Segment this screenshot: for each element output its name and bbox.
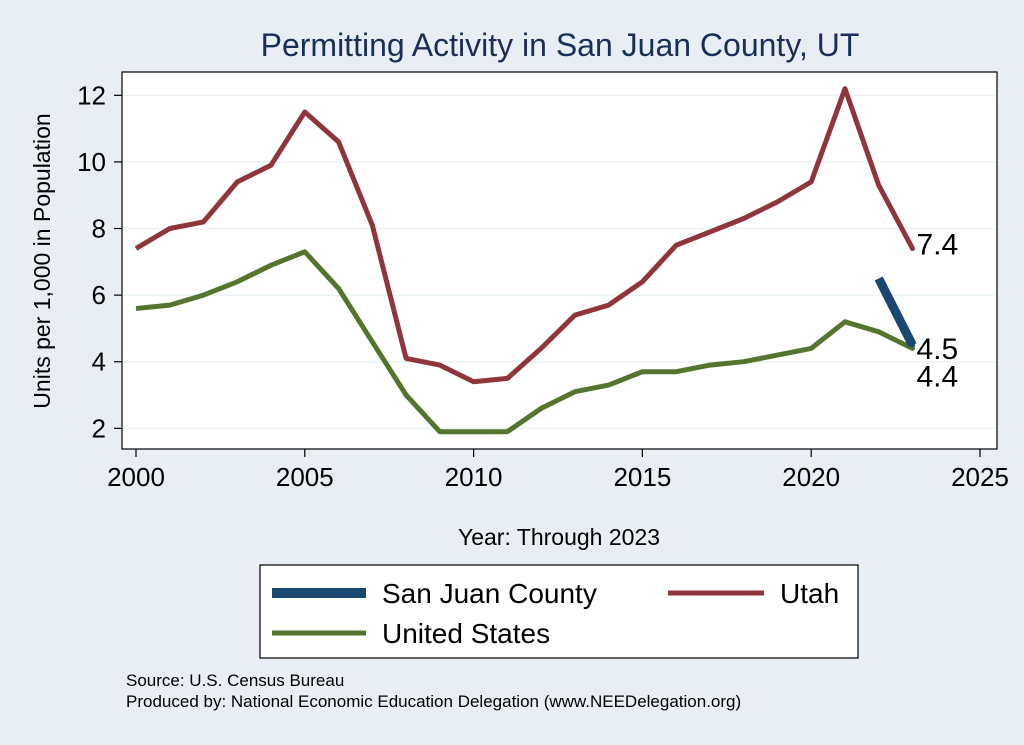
legend: San Juan County Utah United States [259,564,859,659]
chart-title: Permitting Activity in San Juan County, … [261,27,860,63]
axes: 2 4 6 8 10 12 2000 2005 2010 2015 2020 2025 [77,80,1009,492]
y-tick-label-2: 2 [92,413,106,443]
produced-by-note: Produced by: National Economic Education… [126,692,741,711]
x-tick-label-2000: 2000 [107,462,165,492]
line-utah [134,86,915,385]
end-label-san-juan-county: 4.5 [916,333,958,366]
legend-label-san-juan-county: San Juan County [382,578,597,609]
x-tick-label-2015: 2015 [613,462,671,492]
end-labels: 4.5 7.4 4.4 [916,229,958,394]
source-note: Source: U.S. Census Bureau [126,671,344,690]
x-axis-title: Year: Through 2023 [458,524,660,550]
endpoint-san-juan-county [909,342,915,348]
legend-label-united-states: United States [382,618,550,649]
legend-box [259,564,859,659]
endpoint-utah [909,246,915,252]
end-label-united-states: 4.4 [916,360,958,393]
x-tick-label-2020: 2020 [782,462,840,492]
y-tick-label-10: 10 [77,147,106,177]
end-label-utah: 7.4 [916,229,958,262]
plot-area [121,71,998,450]
x-tick-label-2010: 2010 [445,462,503,492]
x-tick-label-2025: 2025 [951,462,1009,492]
x-tick-label-2005: 2005 [276,462,334,492]
y-axis-title: Units per 1,000 in Population [29,113,55,408]
y-tick-label-6: 6 [92,280,106,310]
legend-label-utah: Utah [780,578,839,609]
line-san-juan-county [874,276,917,348]
y-tick-label-12: 12 [77,80,106,110]
grid [123,94,996,430]
line-united-states [135,249,914,435]
y-tick-label-8: 8 [92,214,106,244]
series-lines [134,86,917,435]
y-tick-label-4: 4 [92,347,106,377]
